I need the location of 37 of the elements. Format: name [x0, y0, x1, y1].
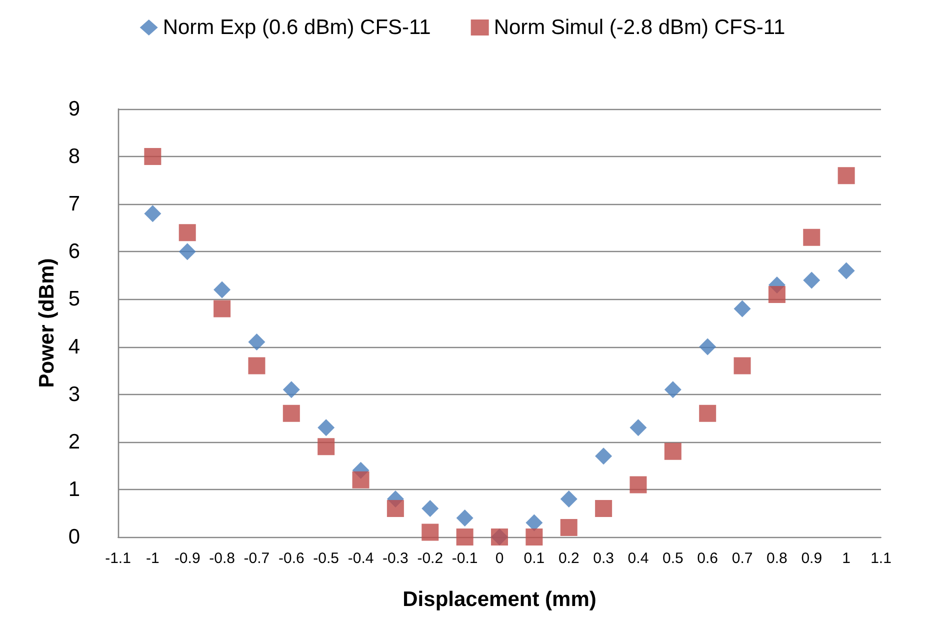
y-tick-label: 9: [68, 98, 80, 120]
x-tick-label: 0.9: [801, 550, 822, 567]
x-axis-title: Displacement (mm): [402, 588, 596, 611]
x-tick-label: 0.4: [628, 550, 649, 567]
x-tick-label: 0.8: [766, 550, 788, 567]
legend-label: Norm Simul (-2.8 dBm) CFS-11: [494, 16, 786, 39]
x-tick-label: 0.1: [524, 550, 545, 567]
x-tick-label: 0.6: [697, 550, 718, 567]
y-tick-label: 4: [68, 335, 80, 358]
y-axis-title: Power (dBm): [35, 258, 58, 388]
x-tick-label: 1.1: [870, 550, 892, 567]
x-tick-label: -0.1: [452, 550, 478, 567]
x-tick-label: 0: [495, 550, 504, 567]
y-tick-label: 1: [68, 478, 80, 501]
x-tick-label: 0.7: [732, 550, 753, 567]
x-tick-label: 0.5: [662, 550, 684, 567]
x-tick-label: -1: [146, 550, 160, 567]
y-tick-label: 6: [68, 240, 80, 264]
x-tick-label: -0.8: [209, 550, 235, 567]
x-tick-label: -0.7: [244, 550, 270, 567]
y-tick-label: 3: [68, 382, 80, 406]
x-tick-label: -0.4: [348, 550, 374, 567]
y-tick-label: 0: [68, 526, 80, 548]
x-tick-label: -0.2: [417, 550, 444, 567]
x-tick-label: -0.5: [313, 550, 340, 567]
y-tick-label: 2: [68, 430, 80, 454]
x-tick-label: -0.3: [382, 550, 408, 567]
legend-label: Norm Exp (0.6 dBm) CFS-11: [162, 16, 431, 39]
x-tick-label: -0.6: [278, 550, 304, 567]
x-tick-label: 0.3: [593, 550, 614, 567]
y-tick-label: 8: [68, 145, 80, 168]
x-tick-label: 1: [842, 550, 850, 567]
x-tick-label: -1.1: [105, 550, 131, 567]
y-tick-label: 7: [68, 192, 80, 216]
x-tick-label: 0.2: [558, 550, 580, 567]
x-tick-label: -0.9: [174, 550, 200, 567]
y-tick-label: 5: [68, 288, 80, 311]
